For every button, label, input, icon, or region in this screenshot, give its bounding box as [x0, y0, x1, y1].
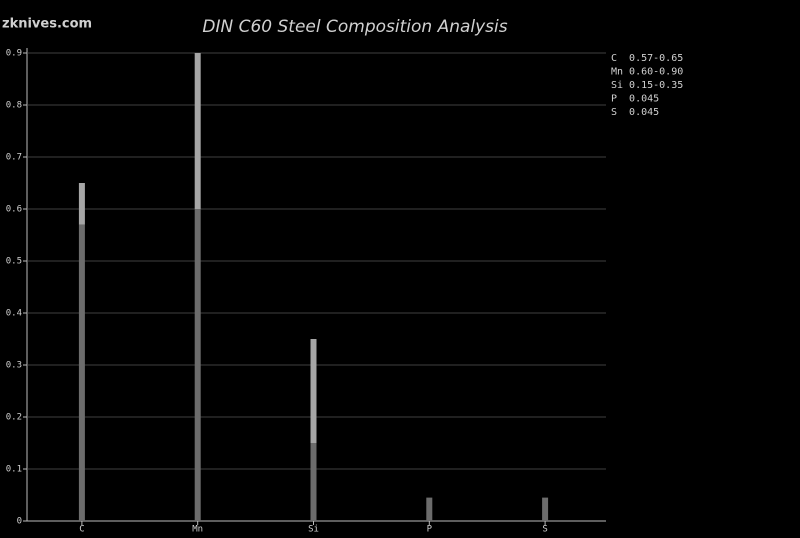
- bar-range: [310, 339, 317, 443]
- bar-range: [194, 53, 201, 209]
- x-tick-label: P: [427, 525, 433, 535]
- watermark: zknives.com: [2, 17, 92, 32]
- y-tick-label: 0.3: [6, 361, 22, 371]
- x-tick-label: Si: [308, 525, 319, 535]
- bar-min: [426, 497, 433, 521]
- legend-entry: S 0.045: [611, 107, 659, 118]
- y-tick-label: 0.7: [6, 153, 22, 163]
- legend-entry: P 0.045: [611, 94, 659, 105]
- y-tick-label: 0: [17, 517, 22, 527]
- y-tick-label: 0.5: [6, 257, 22, 267]
- bar-range: [78, 183, 85, 225]
- x-tick-label: S: [542, 525, 547, 535]
- legend-entry: Si 0.15-0.35: [611, 80, 683, 91]
- x-tick-label: Mn: [192, 525, 203, 535]
- legend-entry: C 0.57-0.65: [611, 53, 683, 64]
- x-tick-label: C: [79, 525, 84, 535]
- y-tick-label: 0.8: [6, 101, 22, 111]
- bar-min: [78, 224, 85, 521]
- legend-entry: Mn 0.60-0.90: [611, 67, 683, 78]
- bar-min: [194, 209, 201, 521]
- y-tick-label: 0.6: [6, 205, 22, 215]
- y-tick-label: 0.1: [6, 465, 22, 475]
- bar-min: [542, 497, 549, 521]
- y-tick-label: 0.9: [6, 49, 22, 59]
- chart-title: DIN C60 Steel Composition Analysis: [202, 17, 507, 37]
- y-tick-label: 0.2: [6, 413, 22, 423]
- bar-min: [310, 443, 317, 521]
- y-tick-label: 0.4: [6, 309, 22, 319]
